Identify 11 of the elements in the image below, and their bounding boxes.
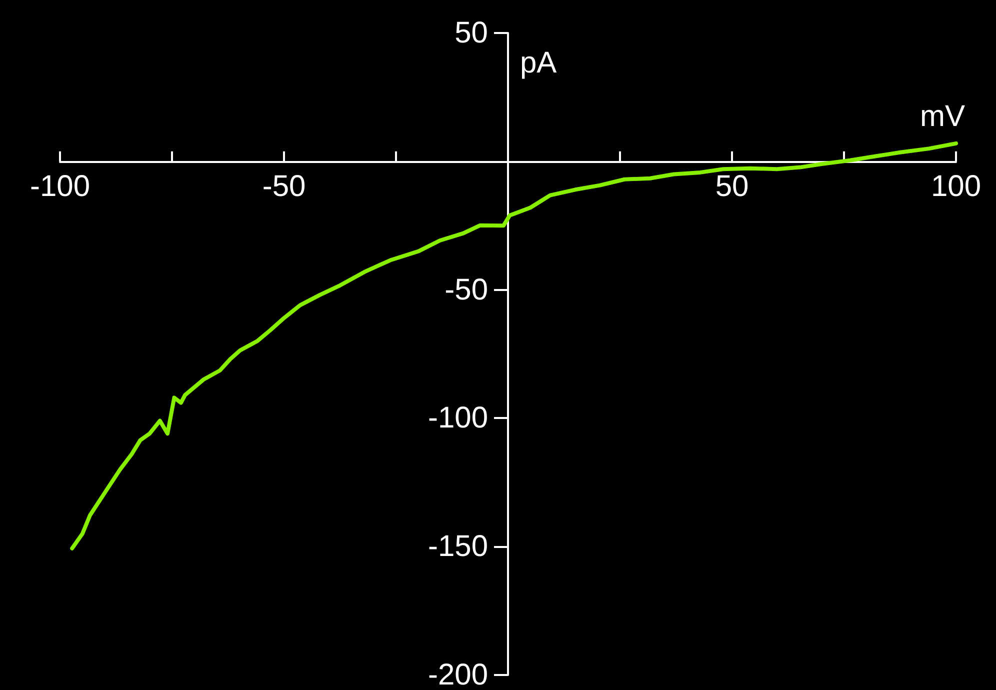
y-tick-label: -200 xyxy=(428,658,488,690)
x-tick-label: 50 xyxy=(715,170,749,203)
x-tick-label: -100 xyxy=(30,170,90,203)
y-tick-label: -100 xyxy=(428,402,488,435)
x-tick-label: 100 xyxy=(930,170,982,203)
y-tick-label: -150 xyxy=(428,530,488,564)
y-tick-label: -50 xyxy=(444,273,488,306)
x-tick-label: -50 xyxy=(262,170,306,203)
y-axis-title: pA xyxy=(520,46,557,80)
x-axis-title: mV xyxy=(920,100,965,133)
y-tick-label: 50 xyxy=(454,16,488,50)
